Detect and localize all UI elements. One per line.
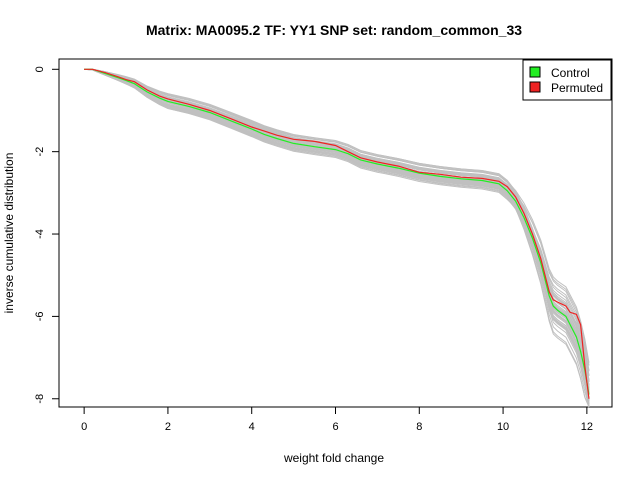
x-tick-label: 0 xyxy=(81,421,87,433)
series-line-permuted xyxy=(84,68,590,399)
background-series-line xyxy=(84,68,590,363)
legend-swatch-permuted xyxy=(529,81,541,93)
background-series-line xyxy=(84,68,590,404)
background-series-line xyxy=(84,68,590,383)
background-series-line xyxy=(84,68,590,405)
background-series-line xyxy=(84,68,590,377)
background-series-line xyxy=(84,68,590,399)
background-series-line xyxy=(84,68,590,408)
series-line-control xyxy=(84,68,590,395)
x-tick-label: 12 xyxy=(581,421,593,433)
background-series-group xyxy=(84,68,590,408)
x-tick-label: 2 xyxy=(165,421,171,433)
x-tick-label: 10 xyxy=(497,421,509,433)
x-tick-label: 6 xyxy=(332,421,338,433)
background-series-line xyxy=(84,68,590,408)
main-series-group xyxy=(84,68,590,399)
background-series-line xyxy=(84,68,590,385)
background-series-line xyxy=(84,68,590,393)
background-series-line xyxy=(84,68,590,401)
background-series-line xyxy=(84,68,590,395)
background-series-line xyxy=(84,68,590,366)
background-series-line xyxy=(84,68,590,381)
background-series-line xyxy=(84,68,590,408)
y-tick-label: -2 xyxy=(34,147,46,157)
background-series-line xyxy=(84,68,590,393)
background-series-line xyxy=(84,68,590,408)
background-series-line xyxy=(84,68,590,382)
background-series-line xyxy=(84,68,590,391)
legend-swatch-control xyxy=(529,66,541,78)
background-series-line xyxy=(84,68,590,402)
x-axis-label: weight fold change xyxy=(283,451,384,465)
background-series-line xyxy=(84,68,590,387)
y-tick-label: -8 xyxy=(34,394,46,404)
background-series-line xyxy=(84,68,590,394)
background-series-line xyxy=(84,68,590,408)
x-tick-label: 8 xyxy=(416,421,422,433)
background-series-line xyxy=(84,68,590,400)
y-axis-label: inverse cumulative distribution xyxy=(2,153,16,314)
background-series-line xyxy=(84,68,590,391)
background-series-line xyxy=(84,68,590,408)
background-series-line xyxy=(84,68,590,372)
background-series-line xyxy=(84,68,590,408)
legend-label-permuted: Permuted xyxy=(551,81,603,95)
chart-title: Matrix: MA0095.2 TF: YY1 SNP set: random… xyxy=(146,22,522,38)
y-tick-label: -6 xyxy=(34,312,46,322)
background-series-line xyxy=(84,68,590,382)
x-tick-label: 4 xyxy=(249,421,255,433)
background-series-line xyxy=(84,68,590,381)
background-series-line xyxy=(84,68,590,402)
legend-label-control: Control xyxy=(551,66,590,80)
x-axis: 0 2 4 6 8 10 12 xyxy=(81,406,593,433)
background-series-line xyxy=(84,68,590,392)
y-tick-label: -4 xyxy=(34,229,46,239)
background-series-line xyxy=(84,68,590,376)
background-series-line xyxy=(84,68,590,405)
background-series-line xyxy=(84,68,590,386)
background-series-line xyxy=(84,68,590,389)
y-tick-label: 0 xyxy=(34,66,46,72)
background-series-line xyxy=(84,68,590,383)
background-series-line xyxy=(84,68,590,389)
y-axis: 0 -2 -4 -6 -8 xyxy=(34,66,60,404)
background-series-line xyxy=(84,68,590,408)
legend: Control Permuted xyxy=(522,59,612,101)
background-series-line xyxy=(84,68,590,371)
